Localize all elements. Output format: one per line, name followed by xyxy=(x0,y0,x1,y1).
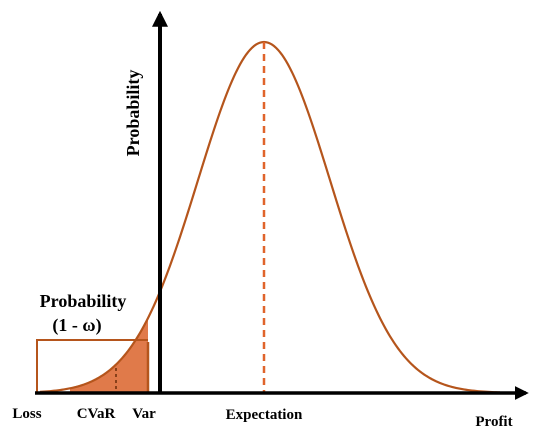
tail-probability-label: Probability xyxy=(40,291,127,311)
cvar-tail-area xyxy=(70,318,148,393)
y-axis-label: Probability xyxy=(123,70,143,157)
expectation-label: Expectation xyxy=(226,407,303,423)
var-label: Var xyxy=(132,406,156,422)
distribution-curve xyxy=(39,40,501,394)
tail-probability-omega: (1 - ω) xyxy=(52,315,101,336)
tail-probability-bracket xyxy=(36,339,148,393)
x-axis-label: Profit xyxy=(475,414,512,430)
loss-label: Loss xyxy=(12,406,41,422)
cvar-label: CVaR xyxy=(77,406,116,422)
